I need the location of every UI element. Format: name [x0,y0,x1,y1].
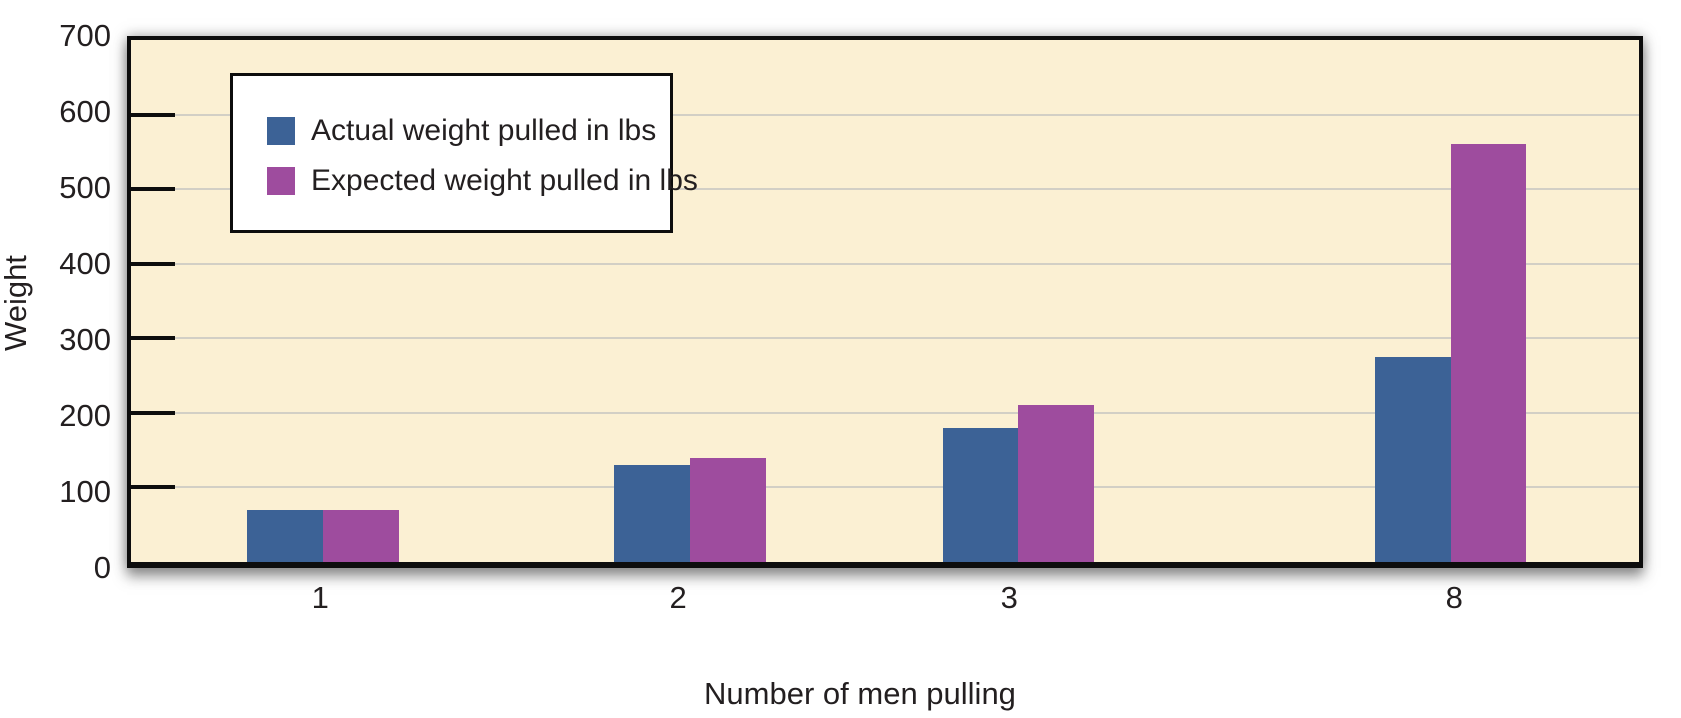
y-tick-label-700: 700 [59,18,111,53]
gridline-600 [131,113,1639,116]
bar-expected-1 [322,509,399,562]
gridline-500 [131,188,1639,191]
gridline-400 [131,262,1639,265]
bar-actual-1 [247,509,323,562]
y-tick-mark-100 [131,485,175,490]
bar-expected-2 [690,457,766,562]
y-tick-mark-600 [131,112,175,117]
legend: Actual weight pulled in lbs Expected wei… [230,73,698,233]
legend-label-expected: Expected weight pulled in lbs [311,164,698,197]
y-tick-label-200: 200 [59,398,111,433]
legend-item-actual: Actual weight pulled in lbs [267,106,670,156]
x-axis-title: Number of men pulling [704,676,1016,711]
x-tick-label-3: 3 [1000,580,1018,615]
y-tick-label-400: 400 [59,246,111,281]
y-tick-mark-300 [131,336,175,341]
y-tick-label-0: 0 [93,550,111,585]
gridline-300 [131,337,1639,340]
y-tick-label-500: 500 [59,170,111,205]
x-tick-label-2: 2 [669,580,687,615]
gridline-100 [131,486,1639,489]
y-tick-label-100: 100 [59,474,111,509]
legend-swatch-actual-icon [267,117,295,145]
y-tick-label-600: 600 [59,94,111,129]
x-tick-label-8: 8 [1445,580,1463,615]
y-tick-mark-400 [131,261,175,266]
bar-expected-3 [1018,405,1094,562]
legend-label-actual: Actual weight pulled in lbs [311,114,657,147]
bar-actual-2 [614,465,690,562]
legend-swatch-expected-icon [267,167,295,195]
bar-expected-8 [1450,144,1527,562]
bar-actual-8 [1375,356,1451,562]
bar-actual-3 [942,427,1019,562]
gridline-200 [131,411,1639,414]
y-tick-mark-200 [131,410,175,415]
x-tick-label-1: 1 [311,580,329,615]
plot-area: Actual weight pulled in lbs Expected wei… [127,36,1643,568]
y-tick-label-300: 300 [59,322,111,357]
y-tick-mark-500 [131,187,175,192]
legend-item-expected: Expected weight pulled in lbs [267,156,698,206]
